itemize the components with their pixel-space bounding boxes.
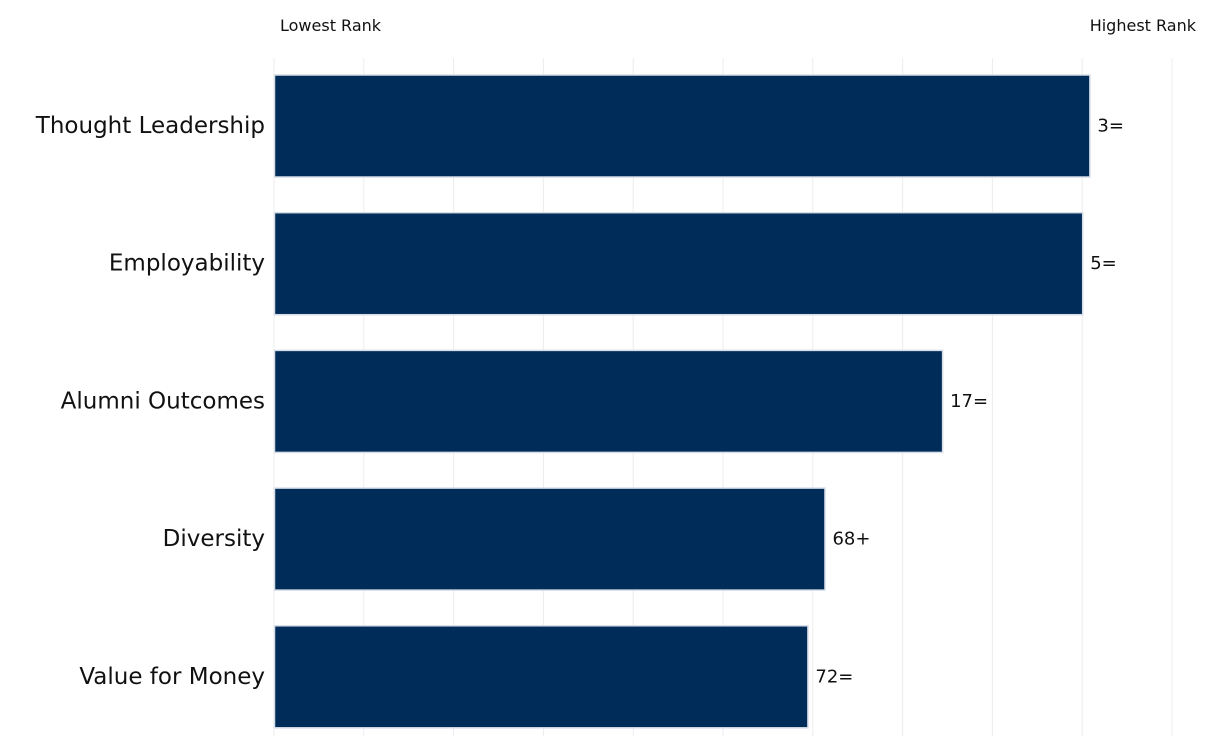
bar <box>273 349 944 454</box>
bar <box>273 211 1084 316</box>
bar <box>273 74 1091 178</box>
category-label: Value for Money <box>79 664 265 690</box>
category-label: Diversity <box>163 526 265 552</box>
data-label: 72= <box>815 666 853 687</box>
category-label: Alumni Outcomes <box>61 388 265 414</box>
data-label: 68+ <box>832 529 870 550</box>
category-label: Employability <box>109 251 265 277</box>
data-label: 17= <box>950 391 988 412</box>
axis-label-highest-rank: Highest Rank <box>1090 16 1197 35</box>
bars <box>273 74 1091 729</box>
labels: Thought Leadership 3= Employability 5= Alumn… <box>35 113 1124 690</box>
category-label: Thought Leadership <box>35 113 265 139</box>
bar <box>273 625 809 729</box>
data-label: 5= <box>1090 253 1117 274</box>
data-label: 3= <box>1097 116 1124 137</box>
axis-label-lowest-rank: Lowest Rank <box>280 16 382 35</box>
bar <box>273 487 826 591</box>
